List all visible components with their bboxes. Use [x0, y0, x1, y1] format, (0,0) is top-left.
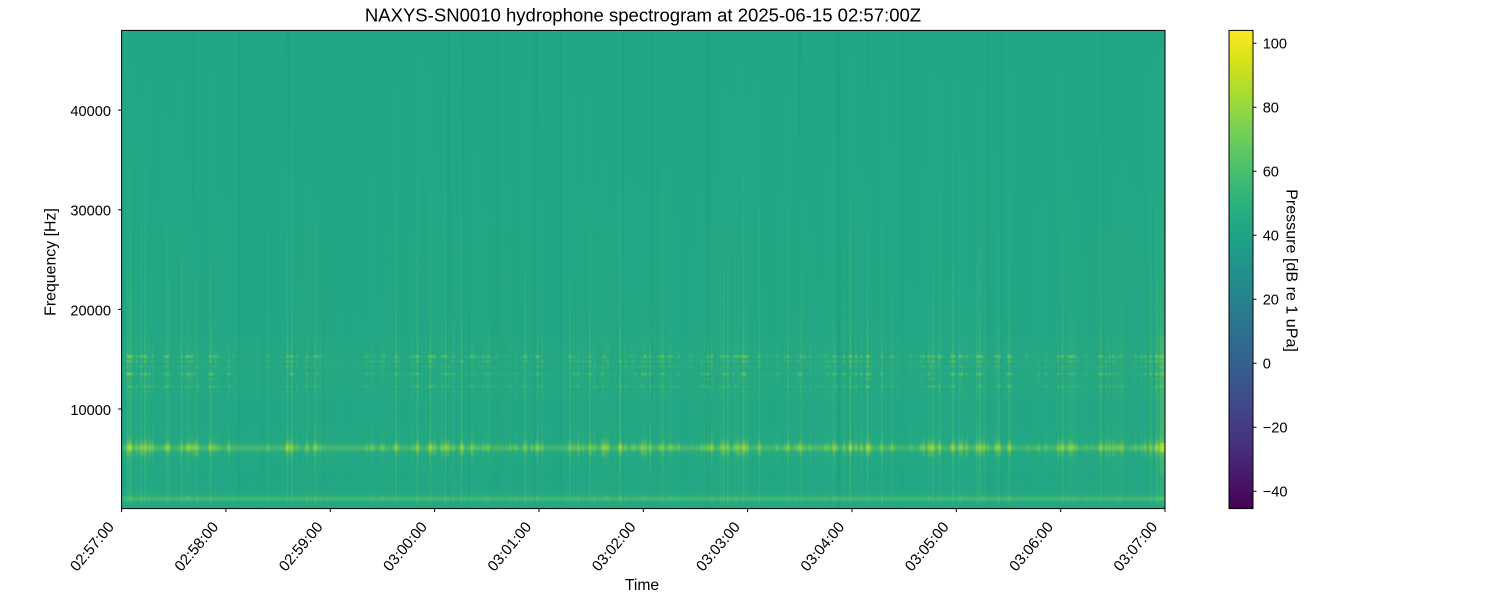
- svg-text:Time: Time: [625, 577, 660, 594]
- svg-text:20: 20: [1263, 293, 1279, 309]
- svg-text:80: 80: [1263, 100, 1279, 116]
- svg-text:−40: −40: [1263, 485, 1288, 501]
- svg-text:60: 60: [1263, 164, 1279, 180]
- svg-text:NAXYS-SN0010 hydrophone spectr: NAXYS-SN0010 hydrophone spectrogram at 2…: [365, 4, 921, 25]
- svg-text:20000: 20000: [70, 303, 111, 319]
- svg-text:10000: 10000: [70, 403, 111, 419]
- svg-text:0: 0: [1263, 357, 1271, 373]
- svg-text:Frequency [Hz]: Frequency [Hz]: [42, 208, 59, 316]
- svg-text:Pressure [dB re 1 uPa]: Pressure [dB re 1 uPa]: [1283, 189, 1301, 352]
- svg-text:30000: 30000: [70, 204, 111, 220]
- svg-text:40000: 40000: [70, 104, 111, 120]
- svg-text:100: 100: [1263, 36, 1287, 52]
- svg-text:−20: −20: [1263, 421, 1288, 437]
- svg-text:40: 40: [1263, 229, 1279, 245]
